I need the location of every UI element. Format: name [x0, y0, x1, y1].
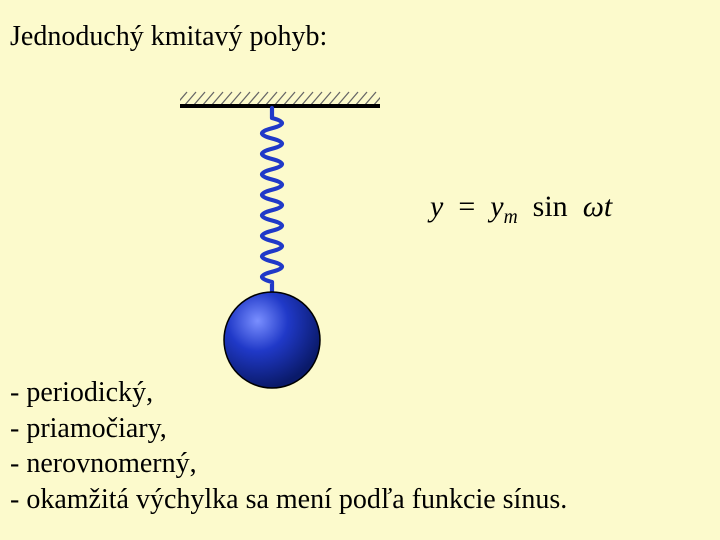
- bullet-list: - periodický, - priamočiary, - nerovnome…: [10, 375, 567, 518]
- list-item: - okamžitá výchylka sa mení podľa funkci…: [10, 482, 567, 518]
- list-item: - priamočiary,: [10, 411, 567, 447]
- eq-y: y: [430, 190, 443, 223]
- page: Jednoduchý kmitavý pohyb: y = ym sin ωt …: [0, 0, 720, 540]
- eq-ym: y: [490, 190, 503, 223]
- eq-equals-sign: =: [458, 190, 475, 223]
- spring-mass-diagram: [180, 80, 380, 390]
- list-item: - periodický,: [10, 375, 567, 411]
- page-title: Jednoduchý kmitavý pohyb:: [10, 21, 327, 53]
- eq-ym-sub: m: [504, 207, 518, 228]
- equation: y = ym sin ωt: [430, 190, 612, 229]
- eq-omega: ω: [583, 190, 604, 223]
- eq-sin: sin: [533, 190, 568, 223]
- eq-t: t: [604, 190, 612, 223]
- list-item: - nerovnomerný,: [10, 446, 567, 482]
